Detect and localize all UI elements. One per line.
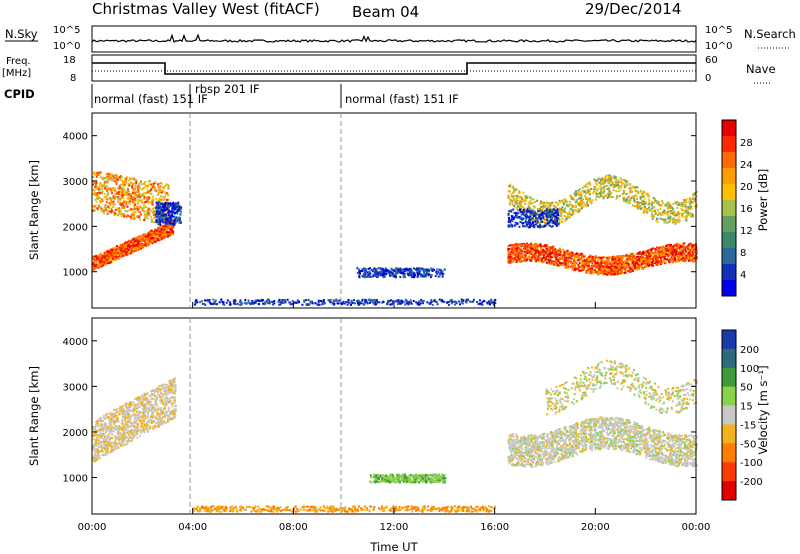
velocity-panel: 1000 2000 3000 4000 00:00 04:00 08:00 12:00 16:…	[27, 302, 770, 554]
colorbar-segment	[722, 248, 736, 265]
colorbar-tick-label: 28	[740, 138, 753, 149]
y-tick-label: 1000	[63, 474, 88, 485]
y-tick-label: 3000	[63, 177, 88, 188]
freq-tick-top: 18	[63, 55, 76, 66]
nsearch-tick-bottom: 10^0	[705, 41, 732, 52]
x-axis-label: Time UT	[369, 540, 418, 554]
x-tick-label: 04:00	[178, 522, 207, 533]
nsearch-tick-top: 10^5	[705, 25, 732, 36]
cpid-label: CPID	[4, 87, 35, 101]
colorbar-tick-label: 16	[740, 204, 753, 215]
x-tick-label: 12:00	[380, 522, 409, 533]
colorbar-tick-label: -200	[740, 477, 763, 488]
colorbar-segment	[722, 481, 736, 501]
colorbar-tick-label: 100	[740, 364, 759, 375]
colorbar-tick-label: 12	[740, 226, 753, 237]
y-tick-label: 3000	[63, 382, 88, 393]
velocity-colorbar: 200 100 50 15 -15 -50 -100 -200	[721, 329, 763, 501]
nsky-tick-bottom: 10^0	[53, 41, 80, 52]
colorbar-segment	[722, 462, 736, 482]
x-tick-label: 00:00	[682, 522, 711, 533]
colorbar-segment	[722, 232, 736, 249]
y-tick-label: 2000	[63, 428, 88, 439]
y-tick-label: 2000	[63, 222, 88, 233]
nsearch-label: N.Search	[744, 27, 796, 41]
colorbar-segment	[722, 330, 736, 350]
colorbar-segment	[722, 348, 736, 369]
colorbar-segment	[722, 424, 736, 444]
cpid-segment-2: rbsp 201 IF	[195, 82, 260, 96]
colorbar-segment	[722, 443, 736, 463]
colorbar-segment	[722, 216, 736, 233]
colorbar-tick-label: -15	[740, 420, 756, 431]
x-tick-label: 08:00	[279, 522, 308, 533]
colorbar-tick-label: -100	[740, 458, 763, 469]
beam-label: Beam 04	[352, 3, 419, 21]
power-colorbar: 28 24 20 16 12 8 4	[721, 119, 753, 297]
colorbar-segment	[722, 264, 736, 281]
colorbar-tick-label: 4	[740, 270, 746, 281]
y-tick-label: 4000	[63, 132, 88, 143]
colorbar-tick-label: 8	[740, 248, 746, 259]
nave-label: Nave	[746, 62, 776, 76]
colorbar-tick-label: -50	[740, 439, 756, 450]
nsky-trace	[91, 33, 697, 43]
x-tick-label: 00:00	[78, 522, 107, 533]
freq-tick-bottom: 8	[70, 73, 76, 84]
nave-tick-top: 60	[705, 55, 718, 66]
colorbar-segment	[722, 405, 736, 425]
colorbar-tick-label: 200	[740, 345, 759, 356]
cpid-segment-1: normal (fast) 151 IF	[94, 92, 208, 106]
power-y-axis-label: Slant Range [km]	[27, 160, 41, 260]
y-tick-label: 4000	[63, 337, 88, 348]
cpid-segment-3: normal (fast) 151 IF	[345, 92, 459, 106]
power-heatmap	[92, 171, 698, 306]
velocity-colorbar-label: Velocity [m s⁻¹]	[756, 365, 770, 454]
velocity-y-ticks: 1000 2000 3000 4000	[63, 337, 696, 485]
colorbar-tick-label: 50	[740, 383, 753, 394]
figure-title: Christmas Valley West (fitACF)	[92, 0, 320, 18]
colorbar-segment	[722, 152, 736, 169]
power-panel: 1000 2000 3000 4000 Slant Range [km] 28 24 20…	[27, 112, 770, 309]
cpid-panel: CPID normal (fast) 151 IF rbsp 201 IF no…	[4, 82, 459, 108]
y-tick-label: 1000	[63, 268, 88, 279]
colorbar-segment	[722, 386, 736, 407]
nave-tick-bottom: 0	[705, 73, 711, 84]
nsky-panel: N.Sky 10^5 10^0 10^5 10^0 N.Search	[5, 25, 796, 53]
x-tick-label: 16:00	[480, 522, 509, 533]
power-colorbar-label: Power [dB]	[756, 169, 770, 232]
velocity-heatmap	[92, 359, 698, 513]
velocity-y-axis-label: Slant Range [km]	[27, 366, 41, 466]
colorbar-segment	[722, 280, 736, 297]
freq-panel: Freq. [MHz] 18 8 60 0 Nave	[2, 54, 776, 84]
colorbar-segment	[722, 168, 736, 185]
x-tick-label: 20:00	[581, 522, 610, 533]
nsky-label: N.Sky	[5, 27, 38, 41]
velocity-x-ticks: 00:00 04:00 08:00 12:00 16:00 20:00 00:00	[78, 302, 711, 533]
colorbar-segment	[722, 184, 736, 201]
freq-trace	[92, 62, 696, 75]
freq-label: Freq.	[6, 56, 31, 67]
freq-unit-label: [MHz]	[2, 68, 31, 79]
power-y-ticks: 1000 2000 3000 4000	[63, 132, 696, 279]
colorbar-tick-label: 15	[740, 402, 753, 413]
colorbar-tick-label: 24	[740, 160, 753, 171]
colorbar-segment	[722, 136, 736, 153]
nsky-tick-top: 10^5	[53, 25, 80, 36]
colorbar-segment	[722, 200, 736, 217]
colorbar-segment	[722, 120, 736, 137]
colorbar-segment	[722, 367, 736, 388]
colorbar-tick-label: 20	[740, 182, 753, 193]
date-label: 29/Dec/2014	[585, 0, 681, 18]
